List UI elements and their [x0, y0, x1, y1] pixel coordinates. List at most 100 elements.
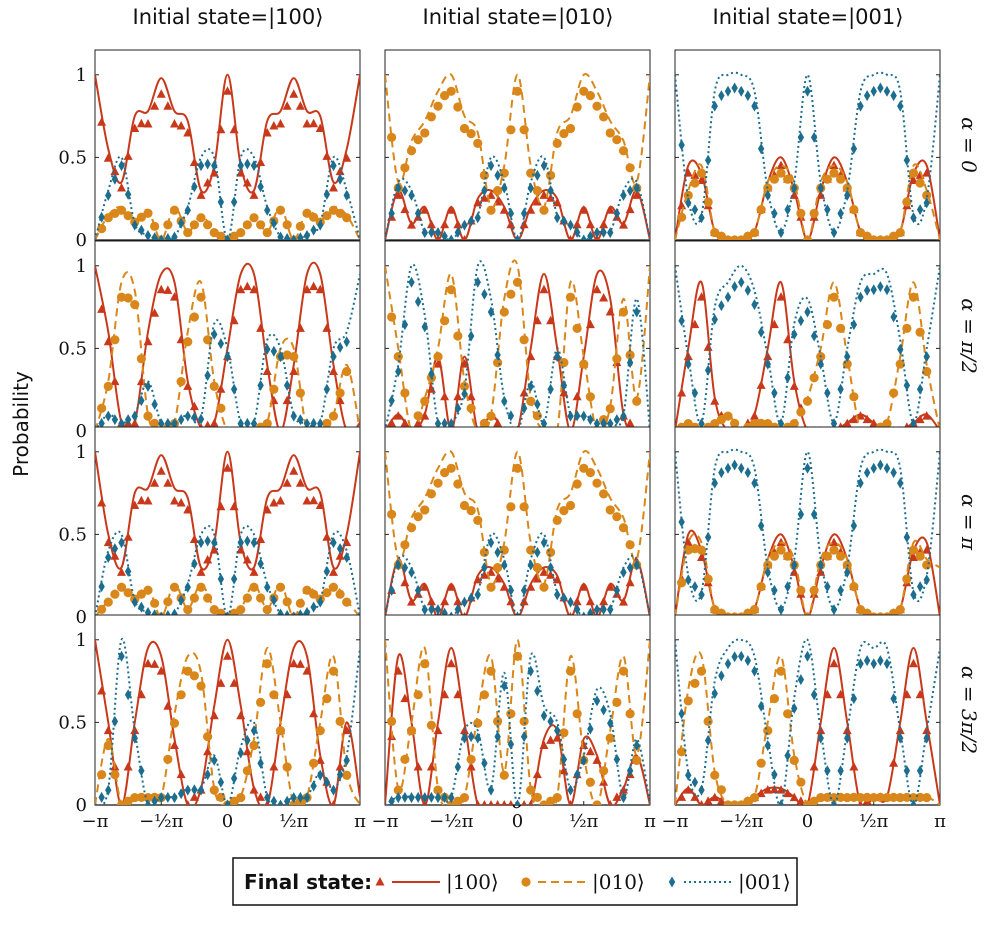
- data-point: [751, 477, 758, 489]
- data-point: [916, 765, 924, 777]
- data-point: [797, 674, 805, 686]
- data-point: [131, 410, 138, 422]
- data-point: [209, 381, 219, 391]
- data-point: [837, 584, 844, 596]
- data-point: [204, 370, 211, 382]
- data-point: [441, 791, 448, 803]
- data-point: [677, 388, 687, 397]
- data-point: [203, 178, 213, 187]
- data-point: [466, 762, 476, 771]
- data-point: [849, 392, 859, 402]
- data-point: [466, 129, 476, 139]
- data-point: [479, 570, 489, 579]
- data-point: [244, 535, 251, 547]
- data-point: [302, 585, 312, 595]
- data-point: [567, 800, 574, 805]
- data-point: [585, 319, 595, 329]
- y-tick-label: 1: [76, 65, 87, 86]
- data-point: [850, 319, 858, 331]
- data-point: [824, 204, 831, 216]
- data-point: [796, 796, 806, 805]
- data-point: [124, 414, 132, 426]
- data-point: [116, 582, 127, 592]
- data-point: [870, 85, 877, 97]
- data-point: [889, 792, 899, 803]
- data-point: [738, 650, 745, 662]
- data-point: [784, 204, 791, 216]
- data-point: [183, 337, 193, 347]
- data-point: [711, 687, 718, 699]
- x-tick-label: π: [354, 811, 366, 832]
- data-point: [580, 754, 587, 766]
- data-point: [890, 467, 897, 479]
- data-point: [836, 323, 846, 333]
- data-point: [804, 462, 811, 474]
- series-line: [675, 448, 940, 610]
- data-point: [322, 588, 332, 598]
- data-point: [151, 398, 158, 410]
- data-point: [870, 462, 877, 474]
- data-point: [131, 219, 138, 231]
- data-point: [875, 792, 885, 803]
- data-point: [764, 566, 771, 578]
- data-point: [486, 205, 496, 215]
- data-point: [512, 86, 523, 96]
- data-point: [528, 800, 534, 805]
- data-point: [764, 358, 771, 370]
- data-point: [282, 762, 292, 772]
- data-point: [256, 792, 266, 801]
- data-point: [461, 388, 468, 400]
- x-tick-label: 0: [222, 811, 233, 832]
- data-point: [718, 90, 725, 102]
- data-point: [749, 227, 760, 238]
- data-point: [434, 604, 442, 616]
- data-point: [295, 101, 305, 110]
- series-line: [95, 638, 360, 805]
- data-point: [777, 799, 785, 805]
- data-point: [151, 232, 158, 240]
- panel-frame: [674, 614, 941, 806]
- data-point: [459, 123, 470, 134]
- data-point: [282, 597, 292, 607]
- data-point: [103, 381, 113, 391]
- data-point: [479, 193, 489, 202]
- data-point: [857, 658, 864, 670]
- data-point: [264, 792, 271, 804]
- data-point: [822, 174, 832, 184]
- data-point: [426, 112, 436, 122]
- data-point: [895, 604, 905, 615]
- data-point: [844, 351, 851, 363]
- data-point: [256, 534, 266, 543]
- data-point: [487, 306, 495, 318]
- data-point: [817, 559, 824, 571]
- data-point: [802, 235, 813, 240]
- data-point: [710, 792, 720, 802]
- series-markers: [388, 665, 640, 805]
- data-point: [136, 354, 146, 364]
- data-point: [783, 788, 793, 798]
- data-point: [593, 604, 601, 616]
- y-tick-label: 0: [76, 795, 87, 816]
- data-point: [565, 123, 576, 134]
- data-point: [136, 495, 146, 505]
- data-point: [257, 181, 264, 193]
- data-point: [915, 689, 925, 699]
- data-point: [401, 562, 409, 574]
- data-point: [290, 410, 297, 422]
- data-point: [822, 320, 832, 330]
- data-point: [683, 537, 693, 547]
- data-point: [499, 307, 509, 317]
- data-point: [197, 160, 205, 172]
- data-point: [776, 666, 786, 676]
- data-point: [249, 740, 259, 751]
- data-point: [229, 501, 239, 511]
- data-point: [534, 546, 541, 558]
- data-point: [532, 315, 542, 325]
- data-point: [191, 558, 198, 570]
- data-point: [600, 417, 607, 429]
- data-point: [757, 143, 765, 155]
- data-point: [467, 215, 475, 227]
- data-point: [816, 792, 826, 803]
- data-point: [269, 384, 279, 394]
- data-point: [769, 319, 779, 329]
